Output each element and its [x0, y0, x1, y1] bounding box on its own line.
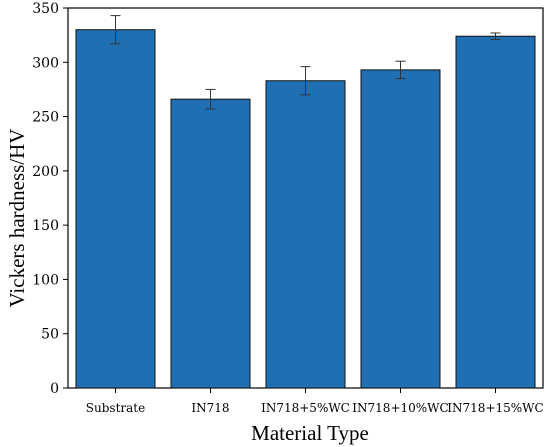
plot-area: 0 50 100 150 200 250 300 350 Substrate IN718 IN718…	[32, 1, 543, 415]
y-tick-label: 0	[50, 381, 59, 397]
y-axis-title: Vickers hardness/HV	[5, 129, 29, 308]
x-axis-title: Material Type	[251, 421, 369, 445]
y-tick-label: 100	[32, 272, 59, 288]
x-tick-label: IN718	[191, 401, 229, 415]
bar	[75, 29, 156, 389]
bar	[265, 80, 346, 389]
x-tick-label: IN718+10%WC	[352, 401, 448, 415]
bar	[455, 35, 536, 389]
x-tick-label: IN718+15%WC	[447, 401, 543, 415]
x-tick-label: IN718+5%WC	[261, 401, 350, 415]
y-tick-label: 150	[32, 218, 59, 234]
y-tick-label: 250	[32, 110, 59, 126]
y-tick-label: 350	[32, 1, 59, 17]
y-tick-label: 200	[32, 164, 59, 180]
y-tick-label: 300	[32, 55, 59, 71]
x-tick-label: Substrate	[86, 401, 145, 415]
y-tick-label: 50	[41, 327, 59, 343]
bar	[360, 69, 441, 389]
bar	[170, 98, 251, 389]
